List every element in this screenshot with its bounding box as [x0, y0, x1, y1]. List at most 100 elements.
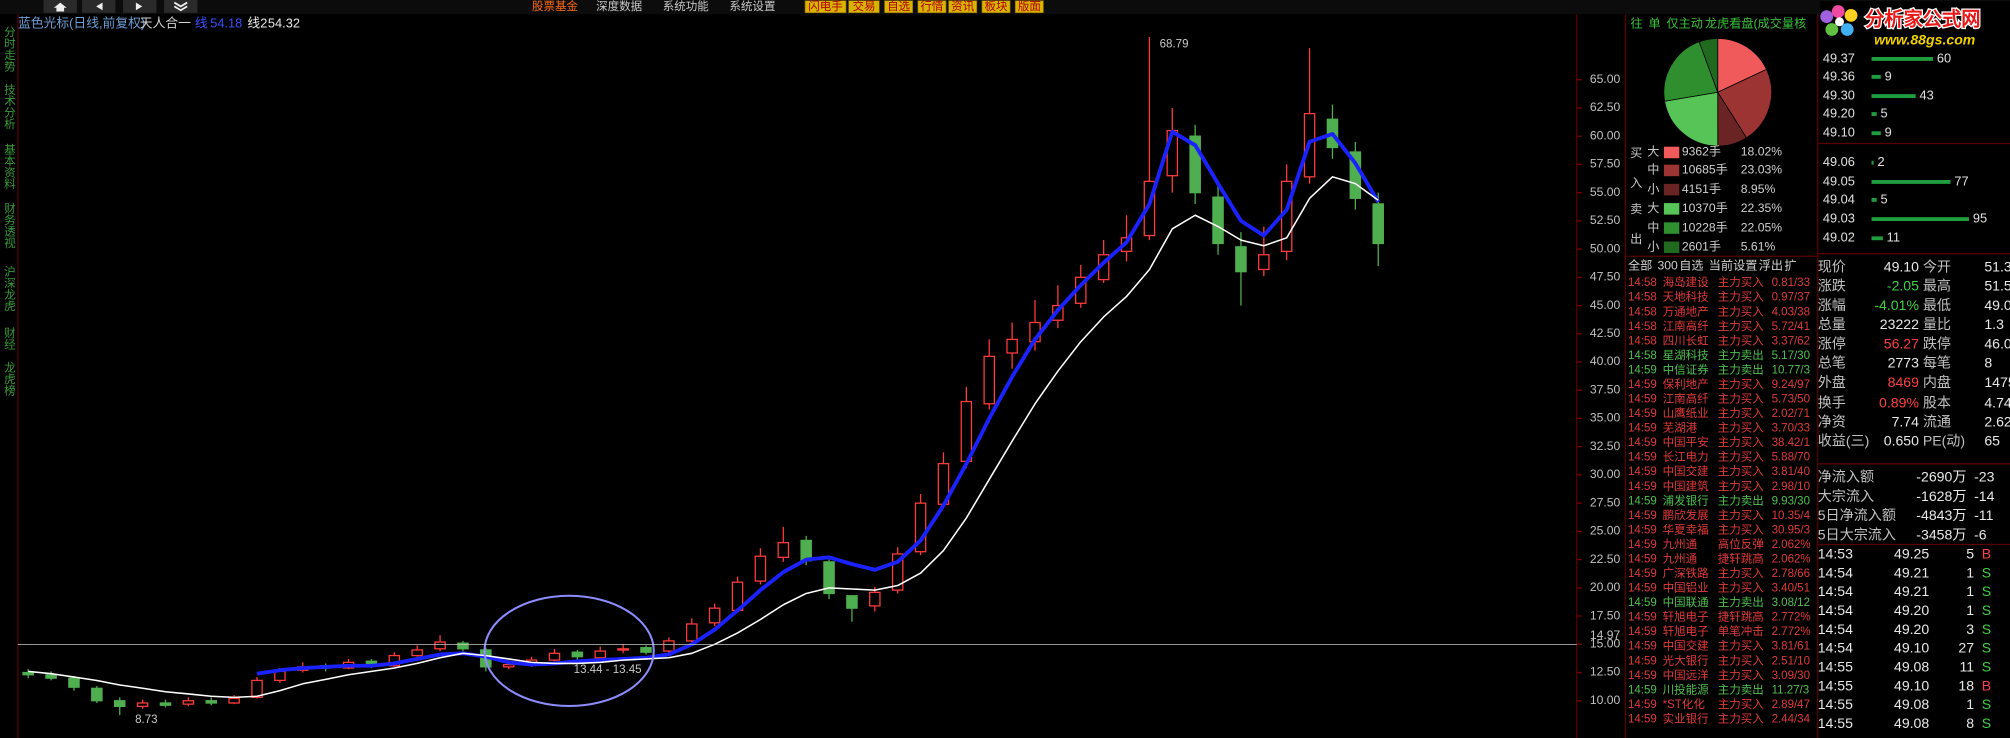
toolbar-button[interactable]	[981, 0, 1011, 14]
radar-tab[interactable]: 当前	[1709, 258, 1733, 273]
candle-body	[1235, 246, 1247, 273]
legend-label: 线2	[247, 16, 267, 31]
flow-side: 卖出	[1628, 202, 1642, 263]
ma-line	[256, 129, 1380, 676]
radar-tab[interactable]: 浮出	[1759, 259, 1783, 273]
quote-panel: 49.37 60 49.36 9 49.30 43 49.20 5 49.10 9 49.06 2 49…	[1818, 50, 2010, 731]
menu-item[interactable]: 股票基金	[532, 0, 579, 13]
flow-value: -23	[1974, 469, 1995, 485]
radar-cell: 4.03/38	[1772, 306, 1810, 318]
side-tab[interactable]: 沪深龙虎	[3, 264, 16, 312]
menu-item[interactable]: 系统设置	[729, 0, 775, 13]
side-tab[interactable]: 龙虎榜	[3, 361, 16, 396]
toolbar-button-label[interactable]: 闪电手	[808, 0, 843, 13]
toolbar-button[interactable]	[804, 0, 847, 14]
logo-petal	[1831, 5, 1845, 18]
side-tab[interactable]: 分时走势	[3, 26, 16, 72]
quote-label: 跌停	[1923, 335, 1951, 351]
toolbar-button-label[interactable]: 自选	[887, 0, 911, 13]
radar-cell: 14:59	[1628, 554, 1657, 566]
radar-cell: 中国远洋	[1663, 668, 1710, 682]
book-bar	[1871, 131, 1881, 136]
tick-cell: 14:54	[1818, 621, 1853, 637]
panel-tab[interactable]: 单	[1649, 17, 1661, 31]
candle-body	[136, 702, 149, 708]
radar-cell: 捷轩跳高	[1718, 552, 1764, 566]
flow-label: 5日净流入额	[1818, 507, 1896, 523]
radar-cell: 芜湖港	[1663, 421, 1698, 435]
radar-cell: 14:59	[1628, 597, 1657, 609]
highlight-circle	[483, 594, 655, 707]
radar-cell: 3.81/40	[1772, 466, 1810, 478]
panel-tab[interactable]: 往	[1631, 16, 1643, 31]
book-volume: 9	[1885, 68, 1892, 83]
candle-body	[754, 555, 767, 582]
y-tick-label: 50.00	[1590, 241, 1621, 255]
candle-body	[22, 671, 34, 676]
book-volume: 11	[1887, 230, 1900, 245]
flow-volume: 10685手	[1682, 163, 1728, 177]
radar-cell: 四川长虹	[1663, 334, 1710, 347]
radar-tab[interactable]: 300	[1657, 259, 1678, 273]
radar-cell: 主力买入	[1718, 582, 1765, 595]
candle-body	[571, 651, 584, 658]
tick-cell: 49.08	[1894, 715, 1929, 731]
toolbar-button[interactable]	[848, 0, 880, 14]
book-price: 49.06	[1823, 154, 1855, 169]
side-tab[interactable]: 财经	[3, 326, 16, 350]
quote-value: 46.0	[1984, 335, 2010, 351]
candle-body	[617, 648, 629, 651]
radar-cell: 14:59	[1628, 408, 1657, 420]
radar-cell: 14:59	[1628, 524, 1657, 536]
candle-body	[777, 542, 790, 558]
menu-item[interactable]: 深度数据	[596, 0, 643, 13]
candle-body	[411, 649, 423, 657]
toolbar-button-label[interactable]: 版面	[1018, 0, 1041, 13]
tick-cell: 1	[1966, 602, 1974, 618]
radar-cell: 0.97/37	[1772, 292, 1810, 304]
radar-cell: 5.17/30	[1772, 350, 1810, 362]
toolbar-button-label[interactable]: 行情	[920, 0, 944, 13]
panel-tab[interactable]: 仅主动	[1666, 17, 1702, 31]
radar-cell: 主力买入	[1718, 320, 1765, 333]
radar-tab[interactable]: 设置	[1733, 259, 1757, 273]
quote-value: 1475	[1984, 374, 2010, 390]
toolbar-button-label[interactable]: 资讯	[951, 0, 975, 13]
panel-tab[interactable]: 龙虎看盘(成交量核	[1705, 16, 1806, 31]
flow-label: 净流入额	[1818, 469, 1874, 485]
radar-tab[interactable]: 扩	[1784, 259, 1796, 273]
tick-cell: S	[1982, 564, 1991, 580]
side-tab[interactable]: 技术分析	[3, 83, 16, 130]
radar-cell: 主力卖出	[1718, 362, 1764, 376]
flow-value: -1628万	[1916, 488, 1966, 504]
flow-swatch	[1663, 203, 1680, 215]
radar-cell: 中信证券	[1663, 362, 1710, 376]
flow-swatch	[1663, 241, 1680, 254]
quote-value: 2773	[1888, 355, 1919, 371]
side-tab[interactable]: 财务透视	[3, 202, 16, 249]
tick-cell: B	[1982, 677, 1991, 693]
side-tab[interactable]: 基本资料	[3, 144, 16, 191]
radar-tab[interactable]: 全部	[1628, 258, 1652, 273]
book-bar	[1871, 160, 1874, 165]
menu-item[interactable]: 系统功能	[663, 0, 710, 13]
toolbar-button-label[interactable]: 交易	[852, 0, 875, 13]
book-price: 49.36	[1823, 68, 1855, 83]
radar-cell: 2.89/47	[1772, 699, 1810, 711]
radar-cell: 38.42/1	[1772, 437, 1810, 449]
book-price: 49.20	[1823, 105, 1855, 120]
y-tick-label: 32.50	[1590, 439, 1621, 453]
home-icon	[53, 2, 67, 12]
tick-cell: 14:55	[1818, 715, 1853, 731]
toolbar-button[interactable]	[948, 0, 978, 14]
toolbar-button[interactable]	[1014, 0, 1044, 14]
toolbar-button-label[interactable]: 板块	[985, 0, 1009, 13]
toolbar-button[interactable]	[884, 0, 914, 14]
tick-cell: 14:54	[1818, 564, 1853, 580]
radar-cell: 中国平安	[1663, 435, 1709, 449]
radar-tab[interactable]: 自选	[1679, 259, 1703, 273]
toolbar-button[interactable]	[917, 0, 947, 14]
radar-cell: 2.062%	[1772, 539, 1811, 551]
candle-body	[1212, 196, 1224, 245]
radar-cell: 中国交建	[1663, 639, 1710, 653]
